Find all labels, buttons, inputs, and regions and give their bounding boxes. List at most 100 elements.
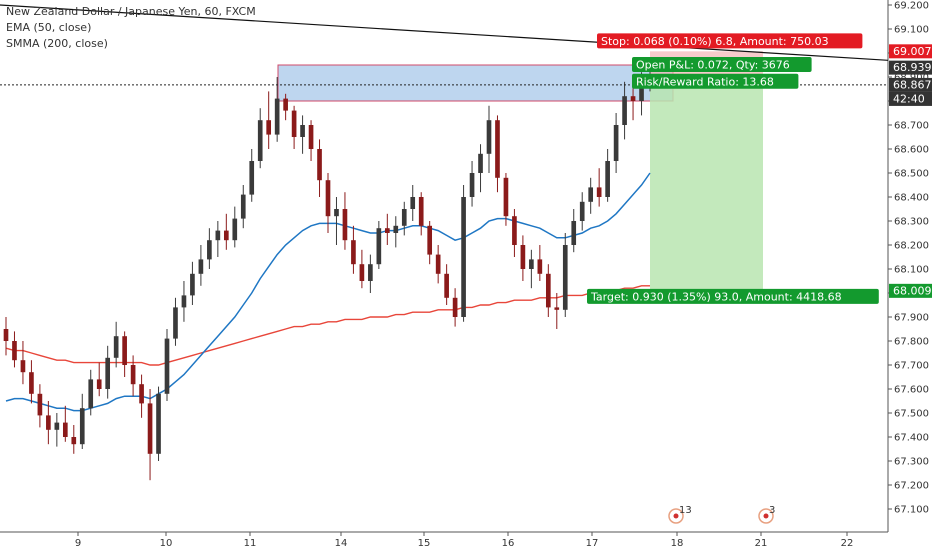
event-marker-dot (673, 513, 679, 519)
candle-body (427, 225, 433, 255)
candle-body (62, 422, 68, 437)
candle-body (613, 125, 619, 161)
candle-body (512, 216, 517, 245)
candle-body (571, 221, 577, 245)
candle-body (54, 422, 60, 430)
event-marker-dot (763, 513, 769, 519)
risk-reward-label-bg (632, 73, 799, 89)
candle-body (88, 379, 94, 409)
x-tick-label: 17 (586, 538, 599, 549)
candle-body (622, 96, 627, 125)
candle-body (486, 120, 492, 154)
candle-body (495, 120, 500, 178)
candle-body (249, 161, 255, 195)
candle-body (274, 98, 280, 135)
candle-body (562, 245, 568, 310)
candle-body (3, 329, 9, 341)
candle-body (29, 372, 34, 394)
x-tick-label: 18 (671, 538, 684, 549)
event-marker-count: 3 (769, 505, 775, 516)
candle-body (46, 415, 51, 430)
y-tick-label: 67.500 (894, 409, 929, 420)
candle-body (384, 228, 390, 233)
event-marker: 3 (758, 505, 775, 524)
axis-price-tag-bg (889, 44, 932, 59)
candle-body (266, 120, 272, 135)
candle-body (579, 201, 585, 221)
candle-body (215, 230, 221, 241)
candle-body (478, 153, 483, 173)
candle-body (393, 225, 399, 233)
x-tick-label: 9 (75, 538, 81, 549)
y-tick-label: 68.500 (894, 169, 929, 180)
candle-body (37, 393, 43, 416)
x-tick-label: 14 (335, 538, 348, 549)
resistance-zone (277, 64, 674, 102)
y-tick-label: 69.100 (894, 25, 929, 36)
y-tick-label: 67.200 (894, 481, 929, 492)
trend-line (0, 4, 889, 61)
axis-price-tag: 42:40 (889, 91, 932, 106)
open-pnl-label-text: Open P&L: 0.072, Qty: 3676 (636, 59, 790, 72)
candle-body (359, 264, 365, 281)
y-tick-label: 68.600 (894, 145, 929, 156)
axis-price-tag-text: 69.007 (893, 45, 932, 58)
candle-body (291, 110, 297, 137)
x-tick-label: 21 (755, 538, 768, 549)
candle-body (418, 197, 424, 226)
candle-body (334, 209, 339, 217)
legend-ema: EMA (50, close) (6, 21, 92, 34)
y-tick-label: 68.200 (894, 241, 929, 252)
candle-body (461, 197, 466, 317)
candle-body (156, 393, 161, 454)
candle-body (444, 273, 449, 298)
candle-body (173, 307, 178, 339)
candle-body (368, 264, 373, 281)
open-pnl-label: Open P&L: 0.072, Qty: 3676 (632, 57, 812, 72)
candle-body (410, 197, 416, 209)
profit-zone (650, 84, 763, 291)
axis-price-tag-bg (889, 283, 932, 298)
y-tick-label: 67.900 (894, 313, 929, 324)
y-tick-label: 68.700 (894, 121, 929, 132)
candle-body (223, 230, 229, 241)
axis-price-tag-text: 68.939 (893, 61, 932, 74)
x-tick-label: 22 (841, 538, 854, 549)
candle-body (113, 336, 119, 358)
risk-reward-label-text: Risk/Reward Ratio: 13.68 (636, 75, 774, 88)
candle-body (376, 228, 382, 265)
x-tick-label: 16 (502, 538, 515, 549)
candle-body (452, 297, 458, 317)
stop-label-bg (597, 33, 863, 49)
axis-price-tag: 68.867 (889, 77, 932, 92)
candle-body (554, 307, 560, 310)
candle-body (342, 209, 348, 241)
y-tick-label: 67.400 (894, 433, 929, 444)
legend-smma: SMMA (200, close) (6, 37, 108, 50)
legend-title: New Zealand Dollar / Japanese Yen, 60, F… (6, 5, 256, 18)
candle-body (190, 273, 195, 296)
candle-body (96, 379, 102, 389)
axis-price-tag-text: 68.867 (893, 78, 932, 91)
axis-price-tag-bg (889, 77, 932, 92)
candle-body (71, 437, 77, 445)
event-marker: 13 (668, 505, 692, 524)
candle-body (639, 81, 644, 101)
axis-price-tag-bg (889, 91, 932, 106)
stop-label-text: Stop: 0.068 (0.10%) 6.8, Amount: 750.03 (601, 35, 829, 48)
y-tick-label: 67.100 (894, 505, 929, 516)
candle-body (12, 341, 17, 361)
candle-body (300, 125, 305, 137)
y-tick-label: 67.600 (894, 385, 929, 396)
candle-body (130, 365, 136, 385)
axis-price-tag: 68.009 (889, 283, 932, 298)
target-label: Target: 0.930 (1.35%) 93.0, Amount: 4418… (587, 288, 879, 304)
risk-reward-label: Risk/Reward Ratio: 13.68 (632, 73, 799, 89)
candle-body (529, 259, 534, 269)
candle-body (20, 360, 26, 373)
stop-label: Stop: 0.068 (0.10%) 6.8, Amount: 750.03 (597, 33, 863, 49)
x-tick-label: 10 (160, 538, 173, 549)
x-tick-label: 11 (244, 538, 257, 549)
axis-price-tag-text: 42:40 (893, 92, 925, 105)
